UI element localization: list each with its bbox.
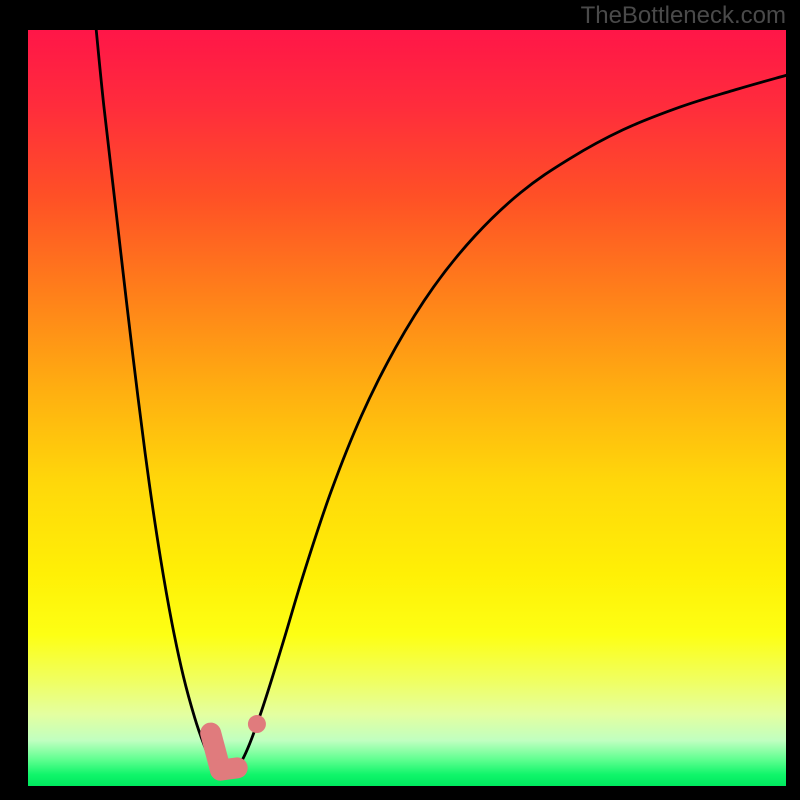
watermark-text: TheBottleneck.com [581, 2, 786, 30]
bottleneck-curve-right [227, 75, 786, 775]
marker-segment-1 [221, 768, 238, 770]
marker-dot-2 [248, 715, 266, 733]
plot-area [28, 30, 786, 786]
chart-svg [28, 30, 786, 786]
bottleneck-curve-left [96, 30, 226, 775]
